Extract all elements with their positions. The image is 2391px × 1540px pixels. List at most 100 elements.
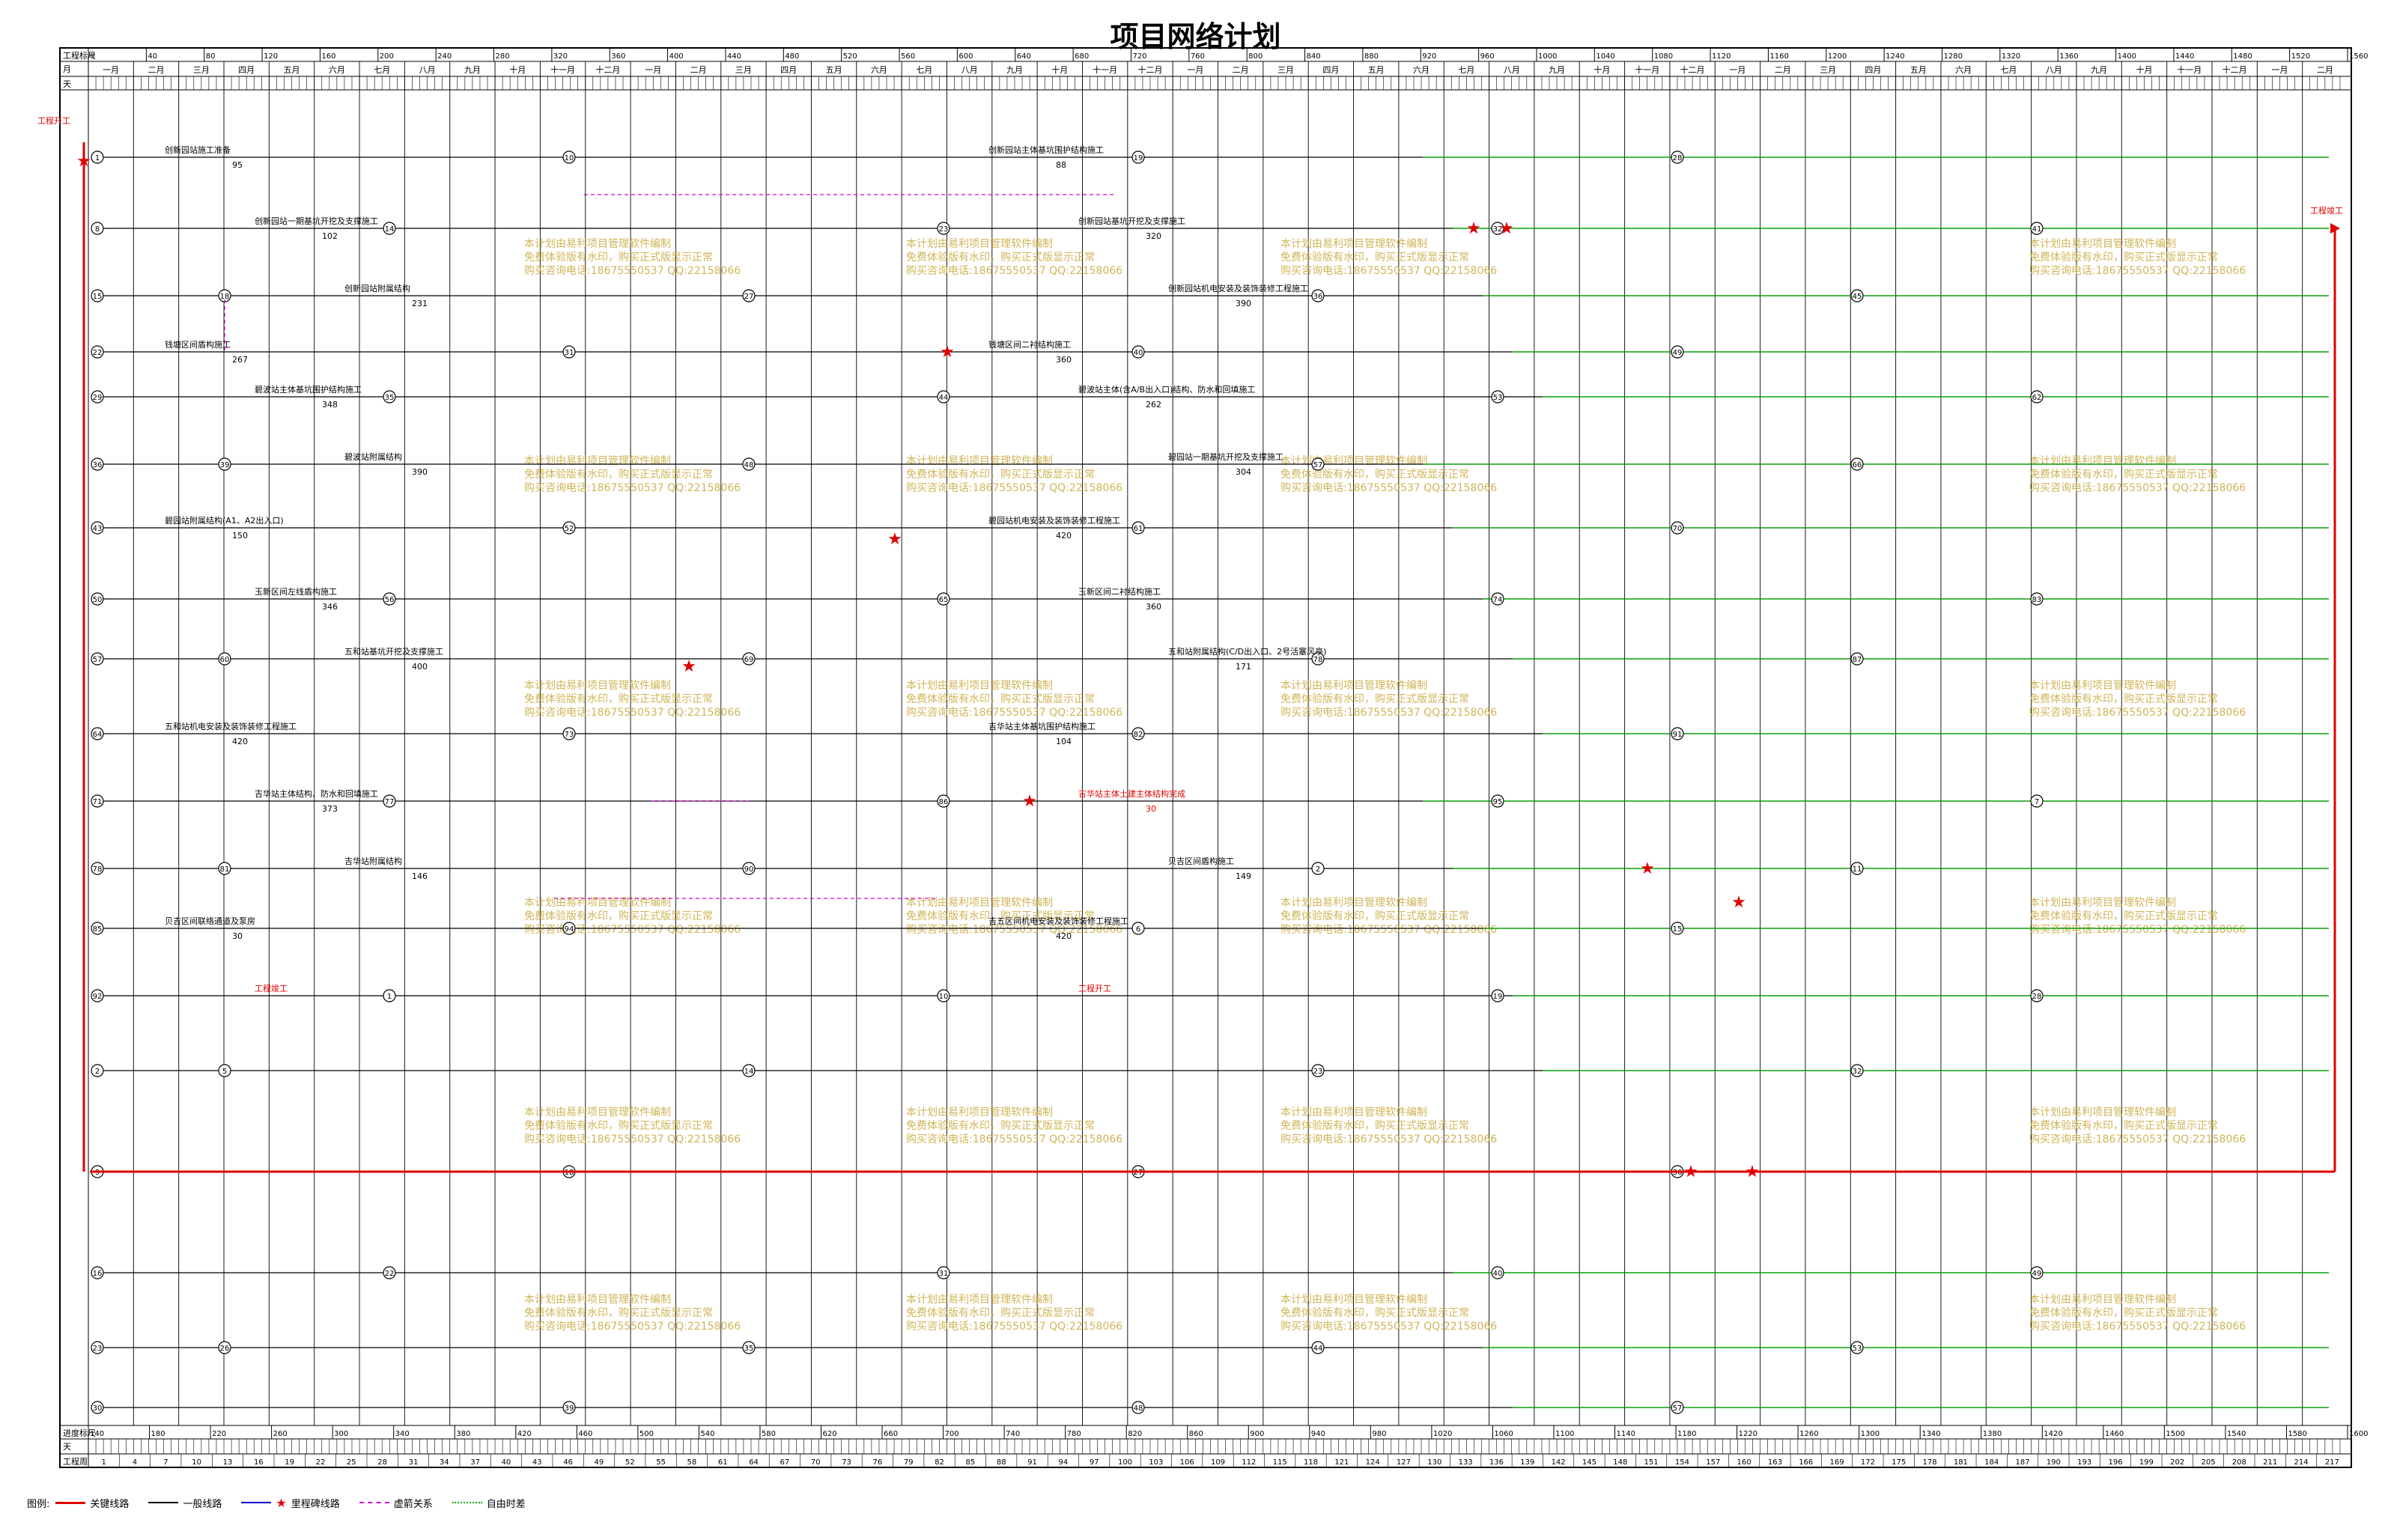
event-node [1671,150,1684,164]
month-label: 六月 [871,65,887,75]
scale-tick-label: 640 [1017,52,1031,61]
event-node-number: 53 [1853,1345,1862,1353]
week-label: 196 [2108,1458,2122,1467]
week-label: 70 [811,1458,821,1467]
task-label: 钱塘区间二衬结构施工 [988,339,1071,350]
milestone-star-icon: ★ [1466,219,1481,238]
event-node-number: 48 [744,461,754,469]
month-label: 十二月 [595,64,620,75]
event-node [1850,1064,1864,1077]
event-node [218,862,231,875]
week-label: 178 [1923,1458,1937,1467]
week-label: 73 [842,1458,851,1467]
scale-tick-label: 280 [496,52,510,61]
event-node-number: 1 [95,154,100,162]
week-label: 187 [2016,1458,2030,1467]
watermark-text: 本计划由易利项目管理软件编制 [1280,1294,1427,1306]
week-label: 40 [502,1458,511,1467]
event-node [1850,289,1864,302]
watermark-text: 本计划由易利项目管理软件编制 [906,897,1053,909]
event-node [91,457,104,471]
event-node [562,727,576,740]
task-duration: 390 [1236,299,1251,308]
event-node-number: 85 [93,925,103,934]
event-node-number: 94 [565,925,574,934]
task-label: 碧波站附属结构 [344,451,402,462]
event-node [91,1064,104,1077]
week-label: 202 [2170,1458,2184,1467]
event-node-number: 44 [1313,1345,1323,1353]
footer-scale-label: 1420 [2044,1430,2062,1438]
month-label: 五月 [1910,65,1927,75]
milestone-star-icon: ★ [1731,893,1746,912]
footer-scale-label: 1540 [2227,1430,2246,1438]
watermark-text: 本计划由易利项目管理软件编制 [524,680,671,692]
week-label: 148 [1613,1458,1627,1467]
event-node-number: 56 [385,596,395,604]
event-node-number: 10 [565,154,574,162]
month-label: 七月 [1458,65,1474,75]
watermark-text: 免费体验版有水印，购买正式版显示正常 [906,693,1095,705]
week-label: 37 [470,1458,480,1467]
watermark-text: 购买咨询电话:18675550537 QQ:22158066 [524,707,741,719]
task-label: 吉五区间机电安装及装饰装修工程施工 [988,916,1128,926]
week-label: 142 [1552,1458,1566,1467]
month-label: 十一月 [550,64,575,75]
event-node [1131,922,1145,935]
task-label: 创新园站施工准备 [165,144,231,155]
week-label: 91 [1027,1458,1037,1467]
week-label: 43 [532,1458,542,1467]
legend: 图例: 关键线路 一般线路 ★ 里程碑线路 虚箭关系 自由时差 [27,1494,539,1512]
watermark-text: 购买咨询电话:18675550537 QQ:22158066 [524,924,741,936]
event-node [2030,1266,2044,1279]
event-node-number: 23 [93,1345,103,1353]
month-label: 七月 [2000,65,2017,75]
critical-arrowhead [2330,223,2340,234]
event-node [1850,862,1864,875]
watermark-text: 免费体验版有水印，购买正式版显示正常 [2029,469,2218,481]
footer-scale-label: 500 [639,1430,654,1438]
month-label: 十二月 [1680,64,1705,75]
event-node-number: 74 [1493,596,1503,604]
watermark-text: 本计划由易利项目管理软件编制 [1280,238,1427,250]
event-node [383,592,396,606]
task-duration: 420 [232,737,248,746]
week-label: 217 [2325,1458,2339,1467]
week-label: 34 [440,1458,449,1467]
scale-tick-label: 960 [1480,52,1495,61]
event-node [1311,652,1325,666]
task-duration: 146 [412,871,428,881]
watermark-text: 免费体验版有水印，购买正式版显示正常 [524,910,713,922]
event-node-number: 8 [95,225,100,234]
watermark-text: 本计划由易利项目管理软件编制 [906,238,1053,250]
footer-scale-label: 860 [1189,1430,1203,1438]
footer-scale-label: 900 [1250,1430,1264,1438]
watermark-text: 本计划由易利项目管理软件编制 [524,1294,671,1306]
event-node-number: 15 [1673,925,1683,934]
task-label: 贝吉区间联络通道及泵房 [165,916,255,926]
watermark-text: 免费体验版有水印，购买正式版显示正常 [906,252,1095,264]
task-duration: 104 [1056,737,1072,746]
week-label: 199 [2139,1458,2154,1467]
week-label: 79 [904,1458,914,1467]
start-label: 工程开工 [37,116,70,126]
week-label: 19 [285,1458,294,1467]
week-label: 25 [347,1458,356,1467]
scale-tick-label: 600 [958,52,973,61]
scale-tick-label: 80 [206,52,216,61]
watermark-text: 免费体验版有水印，购买正式版显示正常 [524,1120,713,1132]
scale-tick-label: 40 [148,52,157,61]
event-node-number: 40 [1493,1270,1503,1278]
event-node [562,1401,576,1414]
milestone-star-icon: ★ [1640,859,1655,878]
event-node [937,390,950,404]
event-node-number: 53 [1493,394,1503,402]
week-label: 181 [1954,1458,1968,1467]
scale-tick-label: 680 [1075,52,1089,61]
task-label: 碧波站主体基坑围护结构施工 [255,384,362,395]
watermark-text: 购买咨询电话:18675550537 QQ:22158066 [524,1133,741,1145]
watermark-text: 购买咨询电话:18675550537 QQ:22158066 [906,265,1122,277]
scale-tick-label: 440 [727,52,741,61]
milestone-star-icon: ★ [1499,219,1514,238]
task-duration: 102 [322,231,338,241]
